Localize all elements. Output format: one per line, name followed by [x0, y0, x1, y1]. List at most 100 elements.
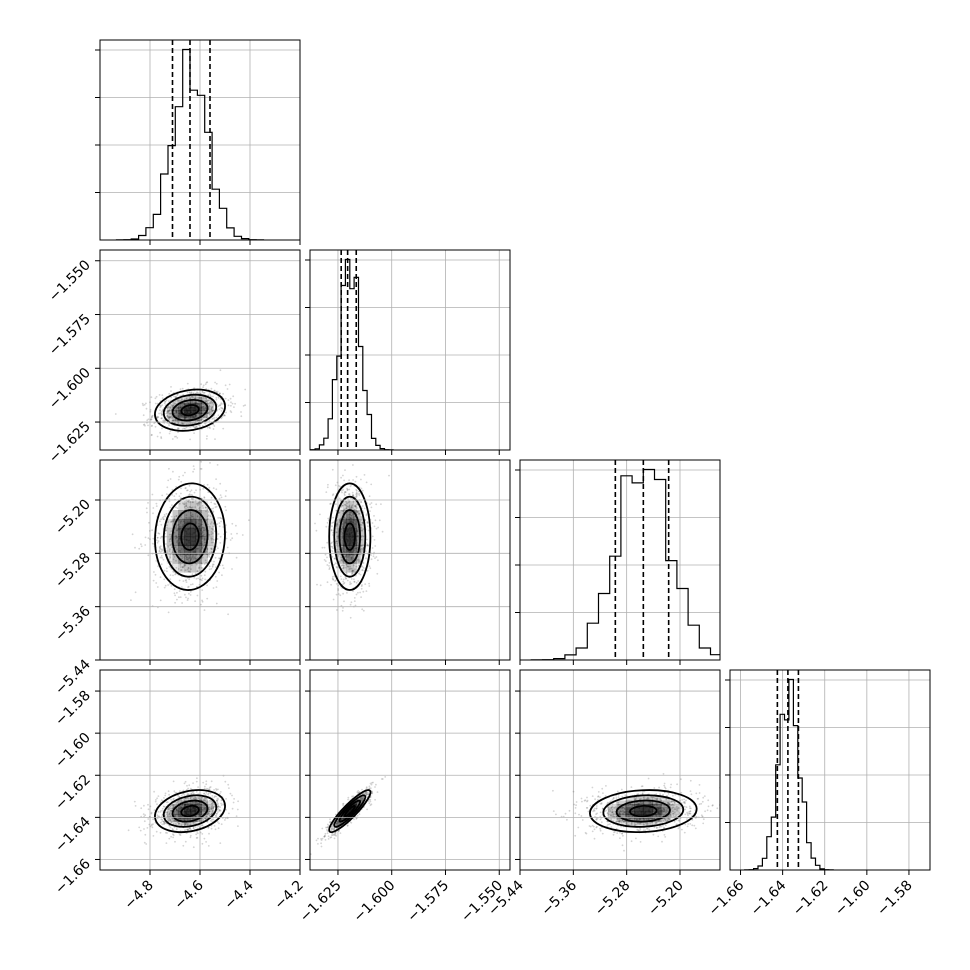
point — [334, 579, 337, 582]
point — [194, 426, 196, 429]
point — [160, 535, 163, 538]
point — [198, 503, 201, 505]
point — [351, 504, 354, 506]
point — [227, 399, 230, 401]
point — [208, 404, 211, 407]
point — [159, 409, 161, 411]
point — [357, 580, 359, 582]
point — [355, 581, 358, 584]
density-cell — [190, 814, 197, 819]
point — [176, 809, 179, 812]
point — [165, 550, 168, 552]
point — [200, 460, 203, 463]
density-cell — [195, 797, 202, 801]
point — [212, 587, 215, 589]
point — [210, 401, 213, 404]
point — [201, 577, 204, 580]
ytick-label-3-1: −1.64 — [52, 814, 94, 856]
density-cell — [342, 563, 347, 573]
point — [351, 491, 354, 494]
point — [361, 569, 364, 571]
point — [219, 516, 221, 519]
point — [210, 780, 213, 783]
point — [354, 505, 357, 508]
point — [367, 544, 370, 547]
point — [201, 808, 204, 811]
axes-frame-3-0 — [99, 669, 301, 871]
point — [201, 536, 204, 539]
ytick-label-1-0: −1.625 — [46, 419, 94, 467]
point — [203, 798, 206, 800]
point — [358, 813, 361, 816]
density-cell — [201, 554, 208, 564]
point — [174, 840, 176, 843]
point — [202, 535, 205, 538]
point — [212, 818, 215, 821]
point — [202, 416, 205, 419]
point — [381, 530, 384, 533]
point — [201, 425, 204, 427]
point — [181, 557, 184, 560]
point — [187, 567, 190, 570]
point — [211, 409, 214, 412]
point — [347, 517, 349, 519]
density-cell — [356, 797, 361, 801]
density-cell — [195, 800, 202, 805]
point — [211, 401, 214, 404]
point — [317, 837, 319, 840]
density-cell — [166, 804, 173, 808]
point — [336, 823, 338, 825]
point — [235, 815, 238, 817]
point — [366, 538, 368, 541]
point — [159, 831, 162, 834]
point — [173, 815, 176, 817]
density-cell — [201, 403, 208, 408]
point — [363, 454, 365, 456]
point — [206, 483, 209, 486]
density-cell — [207, 804, 214, 808]
point — [350, 582, 353, 585]
point — [218, 810, 221, 812]
point — [374, 798, 376, 801]
point — [184, 417, 186, 420]
point — [175, 515, 178, 518]
point — [185, 579, 188, 581]
point — [181, 422, 184, 425]
point — [168, 813, 171, 815]
point — [201, 526, 204, 529]
density-cell — [207, 406, 214, 411]
density-cell — [166, 417, 173, 421]
point — [335, 566, 338, 569]
point — [164, 814, 167, 817]
point — [190, 568, 192, 570]
point — [186, 489, 188, 492]
density-cell — [195, 410, 202, 414]
point — [209, 402, 212, 404]
density-3-2 — [552, 773, 720, 852]
point — [366, 521, 369, 523]
point — [181, 818, 183, 821]
point — [347, 513, 350, 516]
point — [326, 521, 329, 524]
point — [168, 812, 171, 815]
point — [208, 565, 211, 568]
point — [164, 584, 167, 587]
point — [189, 828, 192, 831]
point — [597, 795, 600, 797]
point — [168, 409, 171, 411]
point — [172, 805, 175, 808]
point — [175, 809, 178, 812]
point — [366, 544, 368, 547]
point — [358, 572, 360, 575]
point — [212, 428, 215, 430]
point — [165, 412, 168, 415]
point — [191, 573, 194, 576]
density-cell — [201, 501, 208, 511]
point — [208, 419, 211, 422]
density-cell — [190, 536, 197, 546]
point — [175, 535, 178, 538]
point — [189, 490, 192, 493]
point — [216, 523, 219, 525]
point — [168, 824, 171, 827]
point — [163, 422, 166, 424]
